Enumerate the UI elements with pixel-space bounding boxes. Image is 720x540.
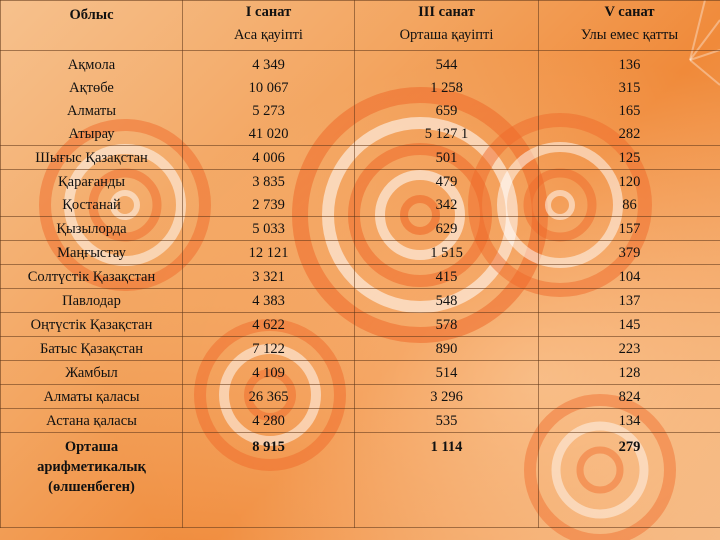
category-5-cell: 145 xyxy=(538,312,720,337)
category-3-cell: 514 xyxy=(354,360,539,385)
region-cell: Маңғыстау xyxy=(0,240,183,265)
region-cell: Қостанай xyxy=(0,193,183,217)
category-1-cell: 41 020 xyxy=(182,122,355,146)
table-row: Солтүстік Қазақстан 3 321 415 104 xyxy=(0,264,720,289)
table-row: Ақмола 4 349 544 136 xyxy=(0,50,720,76)
category-3-cell: 578 xyxy=(354,312,539,337)
table-row: Астана қаласы 4 280 535 134 xyxy=(0,408,720,433)
table-row: Алматы қаласы 26 365 3 296 824 xyxy=(0,384,720,409)
category-1-cell: 4 109 xyxy=(182,360,355,385)
category-5-cell: 379 xyxy=(538,240,720,265)
average-label: Орташа арифметикалық (өлшенбеген) xyxy=(0,432,183,528)
table-row: Павлодар 4 383 548 137 xyxy=(0,288,720,313)
category-5-cell: 137 xyxy=(538,288,720,313)
category-5-cell: 223 xyxy=(538,336,720,361)
table-row: Қызылорда 5 033 629 157 xyxy=(0,216,720,241)
category-3-cell: 501 xyxy=(354,145,539,170)
category-1-cell: 7 122 xyxy=(182,336,355,361)
category-5-cell: 128 xyxy=(538,360,720,385)
table-row: Қостанай 2 739 342 86 xyxy=(0,193,720,217)
category-5-cell: 165 xyxy=(538,99,720,122)
table-row: Қарағанды 3 835 479 120 xyxy=(0,169,720,193)
table-row: Жамбыл 4 109 514 128 xyxy=(0,360,720,385)
region-cell: Астана қаласы xyxy=(0,408,183,433)
category-3-cell: 5 127 1 xyxy=(354,122,539,146)
average-label-line: арифметикалық xyxy=(37,459,146,475)
region-cell: Ақтөбе xyxy=(0,76,183,99)
category-1-cell: 5 273 xyxy=(182,99,355,122)
category-5-cell: 125 xyxy=(538,145,720,170)
category-3-cell: 548 xyxy=(354,288,539,313)
category-1-cell: 5 033 xyxy=(182,216,355,241)
table-row: Шығыс Қазақстан 4 006 501 125 xyxy=(0,145,720,170)
category-1-cell: 2 739 xyxy=(182,193,355,217)
region-cell: Қызылорда xyxy=(0,216,183,241)
average-value: 1 114 xyxy=(354,432,539,528)
region-cell: Оңтүстік Қазақстан xyxy=(0,312,183,337)
category-5-cell: 157 xyxy=(538,216,720,241)
category-3-cell: 535 xyxy=(354,408,539,433)
category-1-cell: 10 067 xyxy=(182,76,355,99)
category-3-cell: 659 xyxy=(354,99,539,122)
category-5-cell: 136 xyxy=(538,50,720,76)
category-3-cell: 1 258 xyxy=(354,76,539,99)
table-row: Атырау 41 020 5 127 1 282 xyxy=(0,122,720,146)
category-5-cell: 134 xyxy=(538,408,720,433)
category-1-cell: 4 383 xyxy=(182,288,355,313)
category-3-cell: 629 xyxy=(354,216,539,241)
table-row: Маңғыстау 12 121 1 515 379 xyxy=(0,240,720,265)
waste-category-table: Облыс I санат Аса қауіпті III санат Орташа… xyxy=(0,0,720,528)
region-cell: Алматы xyxy=(0,99,183,122)
category-1-cell: 4 622 xyxy=(182,312,355,337)
table-row: Ақтөбе 10 067 1 258 315 xyxy=(0,76,720,99)
region-cell: Шығыс Қазақстан xyxy=(0,145,183,170)
table-row: Батыс Қазақстан 7 122 890 223 xyxy=(0,336,720,361)
region-cell: Батыс Қазақстан xyxy=(0,336,183,361)
category-5-cell: 282 xyxy=(538,122,720,146)
category-1-cell: 4 006 xyxy=(182,145,355,170)
table-row: Алматы 5 273 659 165 xyxy=(0,99,720,122)
category-3-cell: 890 xyxy=(354,336,539,361)
category-1-cell: 4 280 xyxy=(182,408,355,433)
header-row: Облыс I санат Аса қауіпті III санат Орташа… xyxy=(0,0,720,51)
category-1-cell: 3 835 xyxy=(182,169,355,193)
average-value: 8 915 xyxy=(182,432,355,528)
category-5-cell: 104 xyxy=(538,264,720,289)
category-5-cell: 315 xyxy=(538,76,720,99)
header-category-5: V санат Улы емес қатты xyxy=(538,0,720,51)
category-1-cell: 12 121 xyxy=(182,240,355,265)
header-category-3: III санат Орташа қауіпті xyxy=(354,0,539,51)
category-5-cell: 824 xyxy=(538,384,720,409)
region-cell: Қарағанды xyxy=(0,169,183,193)
category-3-cell: 1 515 xyxy=(354,240,539,265)
region-cell: Ақмола xyxy=(0,50,183,76)
category-5-cell: 86 xyxy=(538,193,720,217)
region-cell: Жамбыл xyxy=(0,360,183,385)
category-1-cell: 3 321 xyxy=(182,264,355,289)
category-3-cell: 544 xyxy=(354,50,539,76)
category-1-cell: 26 365 xyxy=(182,384,355,409)
category-3-cell: 415 xyxy=(354,264,539,289)
table-row: Оңтүстік Қазақстан 4 622 578 145 xyxy=(0,312,720,337)
region-cell: Алматы қаласы xyxy=(0,384,183,409)
category-3-cell: 3 296 xyxy=(354,384,539,409)
header-category-1: I санат Аса қауіпті xyxy=(182,0,355,51)
category-3-cell: 479 xyxy=(354,169,539,193)
average-label-line: Орташа xyxy=(64,439,119,455)
average-row: Орташа арифметикалық (өлшенбеген) 8 915 1 11… xyxy=(0,432,720,528)
region-cell: Павлодар xyxy=(0,288,183,313)
category-1-cell: 4 349 xyxy=(182,50,355,76)
category-3-cell: 342 xyxy=(354,193,539,217)
region-cell: Солтүстік Қазақстан xyxy=(0,264,183,289)
header-region: Облыс xyxy=(0,0,183,51)
average-value: 279 xyxy=(538,432,720,528)
category-5-cell: 120 xyxy=(538,169,720,193)
region-cell: Атырау xyxy=(0,122,183,146)
average-label-line: (өлшенбеген) xyxy=(48,479,135,495)
